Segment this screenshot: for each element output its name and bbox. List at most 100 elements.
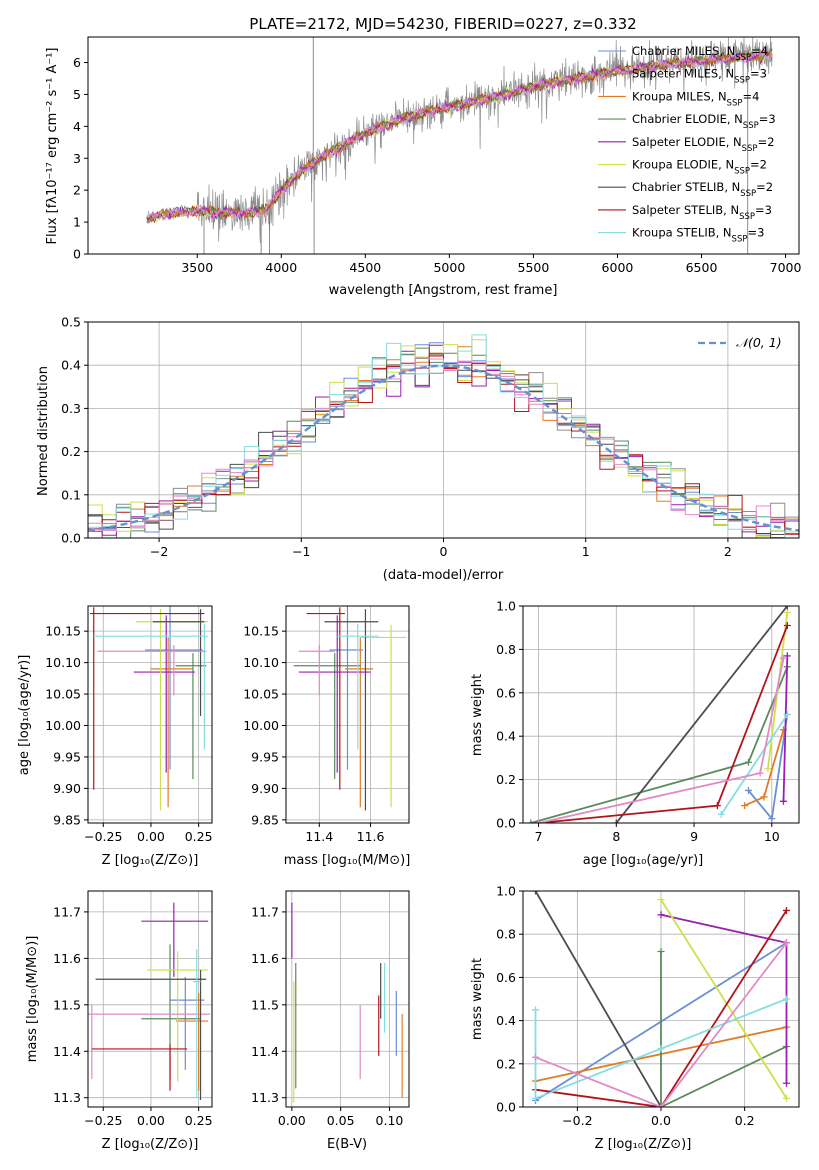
y-tick-label: 0.4 — [496, 729, 516, 744]
spectrum-ylabel: Flux [fλ10⁻¹⁷ erg cm⁻² s⁻¹ A⁻¹] — [45, 48, 60, 245]
model-fit-line — [146, 50, 773, 222]
mass-vs-Z-panel: −0.25 0.00 0.25 11.3 11.4 11.5 11.6 11.7 Z [log… — [25, 890, 213, 1152]
y-tick-label: 0.8 — [496, 927, 516, 942]
x-tick-label: 5000 — [433, 260, 465, 275]
y-tick-label: 9.95 — [53, 749, 81, 764]
x-tick-label: 11.4 — [305, 829, 333, 844]
legend-text: Salpeter ELODIE, N — [632, 135, 742, 149]
plus-marker — [760, 793, 768, 801]
histograms — [88, 334, 799, 538]
y-tick-label: 1.0 — [496, 884, 516, 899]
legend-subscript: SSP — [740, 189, 756, 199]
x-tick-label: 0.00 — [137, 1113, 165, 1128]
plus-marker — [783, 652, 791, 660]
plus-marker — [532, 1053, 540, 1061]
legend-count: =3 — [747, 226, 764, 240]
mass-vs-Z-xlabel: Z [log₁₀(Z/Z⊙)] — [102, 1137, 199, 1152]
x-tick-label: 0 — [440, 544, 448, 559]
plus-marker — [657, 896, 665, 904]
y-tick-label: 0.2 — [61, 444, 81, 459]
axes-frame — [285, 890, 410, 1108]
x-tick-label: 5500 — [518, 260, 550, 275]
plus-marker — [657, 911, 665, 919]
y-tick-label: 0.4 — [496, 1013, 516, 1028]
y-tick-label: 0.5 — [61, 315, 81, 330]
y-tick-label: 10.05 — [243, 687, 279, 702]
y-tick-label: 6 — [73, 55, 81, 70]
age-vs-Z-panel: −0.25 0.00 0.25 9.85 9.90 9.95 10.00 10.05 10.10… — [17, 605, 213, 868]
plus-marker — [779, 654, 787, 662]
plus-marker — [782, 1094, 790, 1102]
weight-line — [660, 951, 787, 1107]
plus-marker — [657, 947, 665, 955]
plus-marker — [783, 609, 791, 617]
weight-line — [782, 655, 789, 802]
y-tick-label: 11.5 — [53, 997, 81, 1012]
x-tick-label: 0.05 — [327, 1113, 355, 1128]
weight-lines — [532, 891, 790, 1107]
plus-marker — [717, 810, 725, 818]
x-tick-label: 0.25 — [185, 829, 213, 844]
plus-marker — [744, 786, 752, 794]
mass-vs-Z-ylabel: mass [log₁₀(M/M⊙)] — [25, 936, 40, 1063]
legend-text: Kroupa STELIB, N — [632, 226, 732, 240]
y-tick-label: 3 — [73, 151, 81, 166]
gaussian-curve — [88, 364, 799, 532]
y-tick-label: 11.3 — [251, 1090, 279, 1105]
weight-line — [534, 891, 662, 1107]
model-fit-line — [146, 49, 773, 224]
plus-marker — [713, 802, 721, 810]
y-tick-label: 9.85 — [53, 812, 81, 827]
y-tick-label: 11.3 — [53, 1090, 81, 1105]
legend-count: =2 — [758, 135, 775, 149]
plus-marker — [612, 819, 620, 823]
weight-line — [538, 657, 785, 823]
y-tick-label: 0.0 — [61, 531, 81, 546]
plus-marker — [779, 797, 787, 805]
y-tick-label: 11.4 — [53, 1044, 81, 1059]
axes-frame — [522, 605, 800, 824]
x-tick-label: 6500 — [686, 260, 718, 275]
spectrum-title: PLATE=2172, MJD=54230, FIBERID=0227, z=0… — [249, 15, 636, 33]
weight-vs-Z-panel: −0.2 0.0 0.2 0.0 0.2 0.4 0.6 0.8 1.0 Z [log₁₀(Z/… — [470, 884, 800, 1152]
legend-entry: Salpeter STELIB, NSSP=3 — [632, 203, 772, 222]
x-tick-label: 11.6 — [357, 829, 385, 844]
y-tick-label: 4 — [73, 119, 81, 134]
plus-marker — [527, 819, 535, 823]
error-bars — [88, 902, 211, 1101]
x-tick-label: −0.2 — [562, 1113, 592, 1128]
x-tick-label: 8 — [612, 829, 620, 844]
plus-marker — [782, 995, 790, 1003]
axes-frame — [87, 605, 213, 824]
weight-line — [535, 942, 788, 1107]
plus-marker — [532, 1006, 540, 1014]
x-tick-label: 3500 — [181, 260, 213, 275]
y-tick-label: 11.6 — [53, 951, 81, 966]
mass-vs-ebv-xlabel: E(B-V) — [327, 1137, 367, 1152]
legend-entry: Chabrier MILES, NSSP=4 — [632, 44, 768, 63]
y-tick-label: 0.2 — [496, 1056, 516, 1071]
weight-vs-Z-ylabel: mass weight — [470, 958, 485, 1040]
plus-marker — [782, 1079, 790, 1087]
x-tick-label: 7000 — [770, 260, 802, 275]
x-tick-label: 6000 — [602, 260, 634, 275]
plus-marker — [532, 1094, 540, 1102]
age-vs-mass-xlabel: mass [log₁₀(M/M⊙)] — [284, 853, 411, 868]
legend-subscript: SSP — [732, 235, 748, 245]
y-tick-label: 0.8 — [496, 642, 516, 657]
plus-marker — [764, 765, 772, 773]
legend-text: Kroupa ELODIE, N — [632, 158, 734, 172]
legend-entry: Kroupa STELIB, NSSP=3 — [632, 226, 764, 245]
y-tick-label: 0 — [73, 247, 81, 262]
legend-subscript: SSP — [735, 53, 751, 63]
legend-count: =2 — [756, 180, 773, 194]
plus-marker — [756, 769, 764, 777]
x-tick-label: 0.2 — [735, 1113, 755, 1128]
legend-text: Salpeter STELIB, N — [632, 203, 739, 217]
y-tick-label: 11.7 — [251, 904, 279, 919]
legend-subscript: SSP — [727, 98, 743, 108]
spectrum-xlabel: wavelength [Angstrom, rest frame] — [329, 283, 558, 298]
residuals-ylabel: Normed distribution — [36, 366, 51, 496]
legend-entry: Salpeter ELODIE, NSSP=2 — [632, 135, 775, 154]
weight-vs-age-xlabel: age [log₁₀(age/yr)] — [583, 853, 704, 868]
